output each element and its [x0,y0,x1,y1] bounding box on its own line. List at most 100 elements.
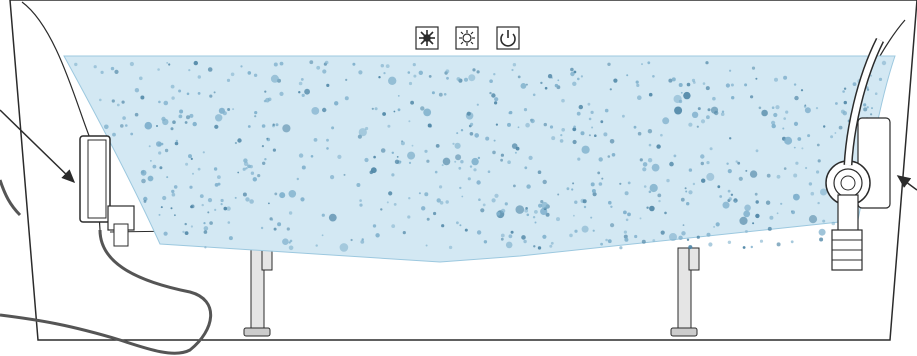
bubble [656,144,661,149]
bubble [666,178,670,183]
bubble [140,95,145,100]
bubble [279,91,284,96]
bubble [598,182,603,186]
bubble [686,238,690,241]
bubble [643,185,647,188]
bubble [443,93,447,96]
bubble [143,196,148,202]
bubble [547,74,553,79]
bubble [254,111,258,115]
bubble [590,182,595,187]
bubble [345,78,348,81]
heat-mode-button[interactable] [455,26,479,50]
bubble [491,198,496,203]
bubble [491,93,496,98]
bubble [391,224,396,229]
bubble [478,198,481,201]
bubble [639,158,643,162]
bubble [639,217,642,220]
bubble [322,107,327,113]
bubble [500,153,504,157]
bubble [627,212,631,217]
bubble [264,158,267,161]
bubble [203,226,209,231]
bubble [525,122,530,128]
bubble [446,76,449,80]
bubble [148,145,151,148]
bubble [528,155,533,160]
bubble [399,160,402,163]
bubble [393,110,396,113]
bubble [840,109,845,114]
bubble [273,227,277,231]
bubble [782,127,785,130]
bubble [810,191,815,196]
bubble [186,92,190,96]
bubble [192,121,197,127]
bubble [874,92,878,95]
power-button[interactable] [496,26,520,50]
bubble [624,191,629,196]
bubble [391,173,395,177]
bubble [521,235,526,240]
bubble [591,189,596,193]
bubble [184,222,187,226]
bubble [583,205,587,209]
bubble [468,74,476,82]
bubble [172,120,176,124]
bubble [605,238,608,242]
bubble [247,71,252,75]
bubble [500,233,505,238]
bubble [538,203,543,208]
bubble [674,106,683,115]
bubble [298,153,304,158]
bubble [627,181,631,185]
bubble [227,221,231,224]
bubble [111,99,115,103]
bubble [783,117,786,120]
bubble [100,70,104,74]
bubble [500,237,504,241]
bubble [448,245,453,250]
bubble [364,157,369,163]
bubble [271,218,274,221]
bubble [871,107,873,110]
bubble [500,208,506,214]
bubble [476,70,480,74]
bubble [190,225,193,228]
bubble [769,215,774,220]
bubble [540,200,544,204]
bubble [352,62,356,66]
bubble [683,91,691,100]
bubble [816,170,820,174]
bubble [365,126,369,131]
bubble [166,176,169,179]
bubble [220,203,223,206]
bubble [706,161,710,165]
bubble [130,132,134,136]
bubble [843,100,847,105]
bubble [537,170,542,174]
bubble [407,151,416,160]
sun-icon [459,30,475,46]
bubble [322,69,327,74]
bubble [678,83,683,87]
bubble [112,132,116,137]
bubble [692,182,696,186]
bubble [572,182,575,185]
bubble [737,161,741,165]
bubble [817,159,821,163]
bubble [669,161,674,167]
bubble [288,211,293,215]
bubble [771,123,776,129]
bubble [288,245,294,251]
bubble [542,234,547,239]
bubble [652,75,655,78]
massage-mode-button[interactable] [415,26,439,50]
bubble [607,155,611,158]
bubble [532,93,536,97]
bubble [755,213,760,219]
bubble [783,167,787,170]
